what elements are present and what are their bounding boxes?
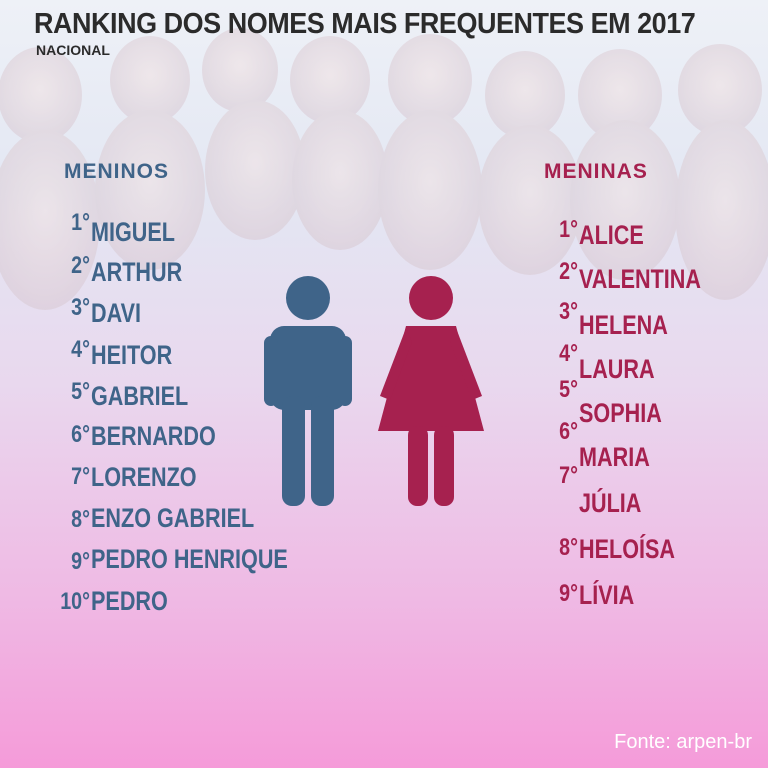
rank-number: 9° xyxy=(71,548,90,575)
baby-name: JÚLIA xyxy=(579,488,642,518)
rank-number: 3° xyxy=(71,294,90,321)
rank-number: 5° xyxy=(71,378,90,405)
rank-number: 6° xyxy=(559,418,578,445)
male-figure-icon xyxy=(264,276,352,506)
baby-name: HELOÍSA xyxy=(579,534,676,564)
baby-name: ARTHUR xyxy=(91,257,183,287)
baby-name: LAURA xyxy=(579,354,655,384)
boys-heading: MENINOS xyxy=(64,160,170,183)
baby-name: DAVI xyxy=(91,298,142,328)
baby-name: MARIA xyxy=(579,442,650,472)
baby-name: LORENZO xyxy=(91,462,197,492)
baby-name: GABRIEL xyxy=(91,381,189,411)
baby-name: HEITOR xyxy=(91,340,173,370)
rank-number: 2° xyxy=(71,252,90,279)
rank-number: 1° xyxy=(71,209,90,236)
female-figure-icon xyxy=(378,276,484,506)
rank-number: 1° xyxy=(559,216,578,243)
rank-number: 8° xyxy=(559,534,578,561)
rank-number: 7° xyxy=(559,462,578,489)
rank-number: 4° xyxy=(71,336,90,363)
baby-name: HELENA xyxy=(579,310,668,340)
baby-name: MIGUEL xyxy=(91,217,175,247)
baby-name: PEDRO xyxy=(91,586,168,616)
rank-number: 3° xyxy=(559,298,578,325)
rank-number: 8° xyxy=(71,506,90,533)
rank-number: 5° xyxy=(559,376,578,403)
baby-name: PEDRO HENRIQUE xyxy=(91,544,288,574)
baby-name: ALICE xyxy=(579,220,644,250)
baby-name: SOPHIA xyxy=(579,398,662,428)
page-title: RANKING DOS NOMES MAIS FREQUENTES EM 201… xyxy=(34,8,696,40)
girls-heading: MENINAS xyxy=(544,160,648,183)
source-credit: Fonte: arpen-br xyxy=(614,731,752,753)
rank-number: 10° xyxy=(60,588,90,615)
baby-name: LÍVIA xyxy=(579,580,635,610)
baby-name: BERNARDO xyxy=(91,421,216,451)
rank-number: 6° xyxy=(71,421,90,448)
rank-number: 2° xyxy=(559,258,578,285)
rank-number: 4° xyxy=(559,340,578,367)
babies-background-image xyxy=(0,28,768,310)
page-subtitle: NACIONAL xyxy=(36,42,110,58)
baby-name: VALENTINA xyxy=(579,264,701,294)
rank-number: 9° xyxy=(559,580,578,607)
rank-number: 7° xyxy=(71,463,90,490)
baby-name: ENZO GABRIEL xyxy=(91,503,255,533)
